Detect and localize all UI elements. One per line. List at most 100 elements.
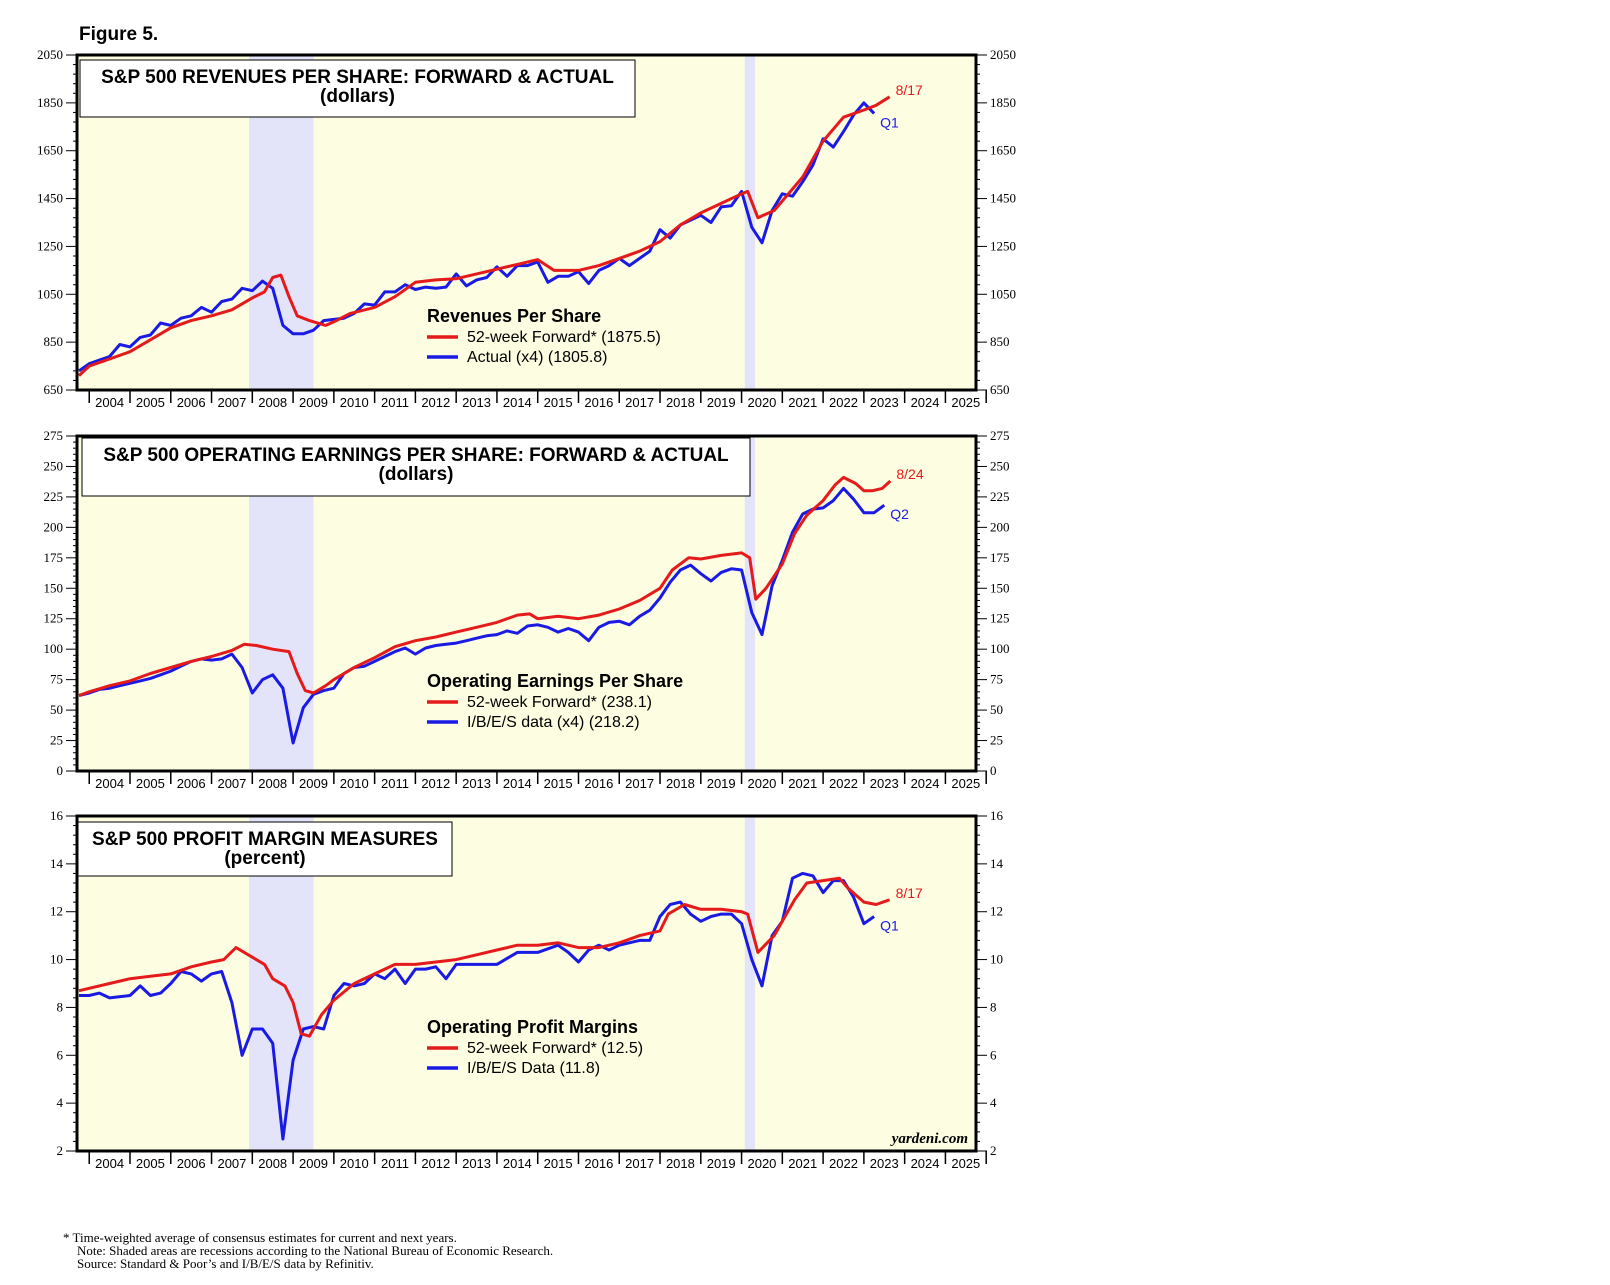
y-tick-label-left: 10 [50, 952, 63, 967]
footnote-definition: * Time-weighted average of consensus est… [63, 1230, 457, 1245]
y-tick-label-left: 1250 [37, 238, 63, 253]
x-tick-label: 2022 [829, 1156, 858, 1171]
y-tick-label-left: 75 [50, 672, 63, 687]
y-tick-label-left: 2050 [37, 47, 63, 62]
x-tick-label: 2011 [381, 1156, 409, 1171]
y-tick-label-left: 2 [57, 1143, 64, 1158]
x-tick-label: 2015 [544, 1156, 573, 1171]
actual-series-line [78, 486, 886, 745]
y-tick-label-left: 250 [44, 458, 64, 473]
y-tick-label-left: 16 [50, 808, 64, 823]
x-tick-label: 2025 [951, 395, 980, 410]
y-tick-label-left: 1450 [37, 191, 63, 206]
earnings-chart: 0 0 25 25 50 50 75 75 100 100 125 125 150 150 175 175 20… [44, 428, 1010, 791]
x-tick-label: 2024 [911, 776, 940, 791]
forward-end-label: 8/24 [896, 466, 923, 482]
x-tick-label: 2025 [951, 1156, 980, 1171]
chart-title-box [79, 59, 636, 118]
x-tick-label: 2019 [707, 776, 736, 791]
y-tick-label-right: 50 [990, 702, 1003, 717]
y-tick-label-right: 1650 [990, 143, 1016, 158]
x-tick-label: 2021 [788, 776, 817, 791]
legend-entry-forward: 52-week Forward* (1875.5) [467, 329, 661, 346]
y-tick-label-right: 100 [990, 641, 1010, 656]
x-tick-label: 2016 [584, 776, 613, 791]
x-tick-label: 2015 [544, 395, 573, 410]
x-tick-label: 2025 [951, 776, 980, 791]
forward-series-line [78, 475, 892, 697]
x-tick-label: 2012 [421, 395, 450, 410]
y-tick-label-right: 225 [990, 489, 1010, 504]
chart-title-box [77, 821, 453, 877]
y-tick-label-right: 200 [990, 519, 1010, 534]
y-tick-label-right: 150 [990, 580, 1010, 595]
y-tick-label-left: 25 [50, 733, 63, 748]
x-tick-label: 2018 [666, 1156, 695, 1171]
y-tick-label-left: 100 [44, 641, 64, 656]
x-tick-label: 2009 [299, 395, 328, 410]
x-tick-label: 2021 [788, 395, 817, 410]
y-tick-label-left: 0 [57, 763, 64, 778]
x-tick-label: 2015 [544, 776, 573, 791]
chart-title: S&P 500 REVENUES PER SHARE: FORWARD & AC… [101, 67, 614, 88]
footnotes: * Time-weighted average of consensus est… [63, 1231, 553, 1270]
y-tick-label-right: 1250 [990, 238, 1016, 253]
x-tick-label: 2019 [707, 1156, 736, 1171]
x-tick-label: 2020 [747, 395, 776, 410]
x-tick-label: 2013 [462, 395, 491, 410]
y-tick-label-right: 25 [990, 733, 1003, 748]
y-tick-label-right: 12 [990, 904, 1003, 919]
y-tick-label-left: 200 [44, 519, 64, 534]
chart-title: S&P 500 PROFIT MARGIN MEASURES [92, 829, 438, 850]
x-tick-label: 2005 [136, 395, 165, 410]
footnote-source: Source: Standard & Poor’s and I/B/E/S da… [77, 1256, 374, 1271]
x-tick-label: 2022 [829, 395, 858, 410]
x-tick-label: 2004 [95, 776, 124, 791]
x-tick-label: 2022 [829, 776, 858, 791]
legend-entry-actual: I/B/E/S Data (11.8) [467, 1060, 600, 1077]
actual-end-label: Q2 [890, 506, 909, 522]
y-tick-label-right: 16 [990, 808, 1004, 823]
revenues-chart: 650 650 850 850 1050 1050 1250 1250 1450 1450 1650… [37, 47, 1016, 410]
y-tick-label-right: 8 [990, 999, 997, 1014]
chart-title: S&P 500 OPERATING EARNINGS PER SHARE: FO… [103, 445, 729, 466]
forward-end-label: 8/17 [896, 885, 923, 901]
x-tick-label: 2023 [870, 395, 899, 410]
y-tick-label-left: 850 [44, 334, 64, 349]
y-tick-label-left: 175 [44, 550, 64, 565]
plot-frame [75, 434, 978, 773]
legend-entry-actual: I/B/E/S data (x4) (218.2) [467, 714, 640, 731]
x-tick-label: 2007 [217, 1156, 246, 1171]
plot-frame [75, 53, 978, 392]
plot-frame [75, 814, 978, 1153]
x-tick-label: 2021 [788, 1156, 817, 1171]
footnote-recession-note: Note: Shaded areas are recessions accord… [77, 1243, 554, 1258]
y-tick-label-left: 150 [44, 580, 64, 595]
forward-series-line [78, 876, 891, 1038]
y-tick-label-right: 6 [990, 1047, 997, 1062]
y-tick-label-left: 125 [44, 611, 64, 626]
chart-subtitle: (percent) [224, 848, 305, 869]
x-tick-label: 2010 [340, 776, 369, 791]
x-tick-label: 2013 [462, 776, 491, 791]
y-tick-label-left: 8 [57, 999, 64, 1014]
recession-band-1 [744, 816, 756, 1151]
forward-series-line [77, 95, 891, 377]
x-tick-label: 2011 [381, 776, 409, 791]
y-tick-label-right: 0 [990, 763, 997, 778]
x-tick-label: 2012 [421, 776, 450, 791]
legend-title: Operating Profit Margins [427, 1017, 638, 1037]
legend-entry-forward: 52-week Forward* (238.1) [467, 694, 652, 711]
x-tick-label: 2014 [503, 776, 532, 791]
x-tick-label: 2023 [870, 776, 899, 791]
x-tick-label: 2009 [299, 776, 328, 791]
x-tick-label: 2017 [625, 395, 654, 410]
y-tick-label-left: 14 [50, 856, 64, 871]
y-tick-label-right: 14 [990, 856, 1004, 871]
y-tick-label-right: 2 [990, 1143, 997, 1158]
y-tick-label-right: 650 [990, 382, 1010, 397]
y-tick-label-right: 250 [990, 458, 1010, 473]
y-tick-label-left: 650 [44, 382, 64, 397]
x-tick-label: 2012 [421, 1156, 450, 1171]
x-tick-label: 2019 [707, 395, 736, 410]
